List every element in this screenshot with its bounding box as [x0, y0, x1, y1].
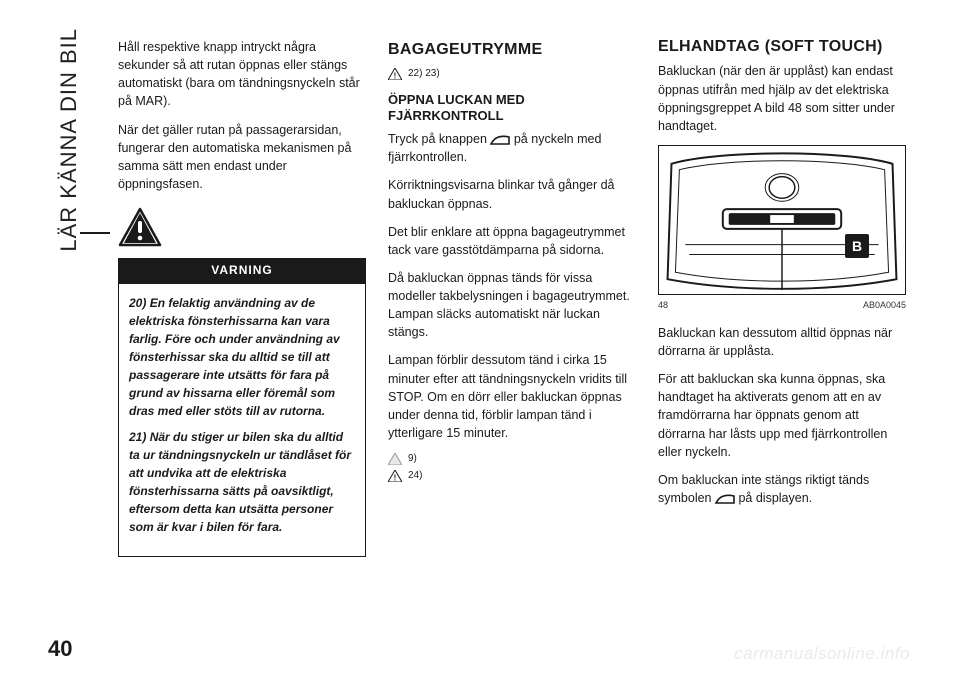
- reference-text: 9): [408, 452, 417, 467]
- body-text: Tryck på knappen på nyckeln med fjärrkon…: [388, 130, 636, 166]
- reference-text: 22) 23): [408, 67, 440, 82]
- trunk-open-icon: [715, 491, 735, 502]
- reference-note: 9): [388, 452, 636, 467]
- figure-label-chip: B: [845, 234, 869, 258]
- body-text: Då bakluckan öppnas tänds för vissa mode…: [388, 269, 636, 342]
- warning-triangle-small-icon: !: [388, 68, 402, 80]
- body-text: Det blir enklare att öppna bagageutrymme…: [388, 223, 636, 259]
- warning-item-text: När du stiger ur bilen ska du alltid ta …: [129, 430, 351, 534]
- reference-note: ! 24): [388, 469, 636, 484]
- warning-item: 20) En felaktig användning av de elektri…: [129, 294, 355, 420]
- sidebar-rule: [80, 232, 110, 234]
- column-1: Håll respektive knapp intryckt några sek…: [118, 38, 366, 557]
- reference-note: ! 22) 23): [388, 67, 636, 82]
- heading-oppna: ÖPPNA LUCKAN MED FJÄRRKONTROLL: [388, 92, 636, 125]
- figure-48: B: [658, 145, 906, 295]
- heading-bagage: BAGAGEUTRYMME: [388, 38, 636, 61]
- body-text: För att bakluckan ska kunna öppnas, ska …: [658, 370, 906, 461]
- warning-triangle-small-icon: !: [388, 470, 402, 482]
- heading-elhandtag: ELHANDTAG (SOFT TOUCH): [658, 38, 906, 56]
- body-text: Bakluckan (när den är upplåst) kan endas…: [658, 62, 906, 135]
- manual-page: LÄR KÄNNA DIN BIL Håll respektive knapp …: [0, 0, 960, 686]
- figure-caption: 48 AB0A0045: [658, 299, 906, 312]
- body-text: Körriktningsvisarna blinkar två gånger d…: [388, 176, 636, 212]
- body-text: Om bakluckan inte stängs riktigt tänds s…: [658, 471, 906, 507]
- content-columns: Håll respektive knapp intryckt några sek…: [118, 38, 910, 557]
- page-number: 40: [48, 636, 72, 662]
- watermark-text: carmanualsonline.info: [734, 644, 910, 664]
- body-text: Bakluckan kan dessutom alltid öppnas när…: [658, 324, 906, 360]
- column-2: BAGAGEUTRYMME ! 22) 23) ÖPPNA LUCKAN MED…: [388, 38, 636, 557]
- reference-text: 24): [408, 469, 422, 484]
- text-fragment: Tryck på knappen: [388, 132, 490, 146]
- warning-item-text: En felaktig användning av de elektriska …: [129, 296, 340, 418]
- section-title-vertical: LÄR KÄNNA DIN BIL: [56, 28, 82, 252]
- figure-code: AB0A0045: [863, 299, 906, 312]
- warning-box: 20) En felaktig användning av de elektri…: [118, 284, 366, 557]
- trunk-open-icon: [490, 132, 510, 143]
- body-text: Lampan förblir dessutom tänd i cirka 15 …: [388, 351, 636, 442]
- warning-triangle-small-icon: [388, 453, 402, 465]
- warning-item-number: 21): [129, 430, 146, 444]
- warning-heading: VARNING: [118, 258, 366, 283]
- body-text: När det gäller rutan på passagerarsidan,…: [118, 121, 366, 194]
- body-text: Håll respektive knapp intryckt några sek…: [118, 38, 366, 111]
- figure-number: 48: [658, 299, 668, 312]
- svg-text:!: !: [394, 473, 397, 482]
- warning-item: 21) När du stiger ur bilen ska du alltid…: [129, 428, 355, 536]
- warning-item-number: 20): [129, 296, 146, 310]
- warning-triangle-icon: [118, 207, 366, 252]
- text-fragment: på displayen.: [738, 491, 812, 505]
- svg-text:!: !: [394, 72, 397, 81]
- column-3: ELHANDTAG (SOFT TOUCH) Bakluckan (när de…: [658, 38, 906, 557]
